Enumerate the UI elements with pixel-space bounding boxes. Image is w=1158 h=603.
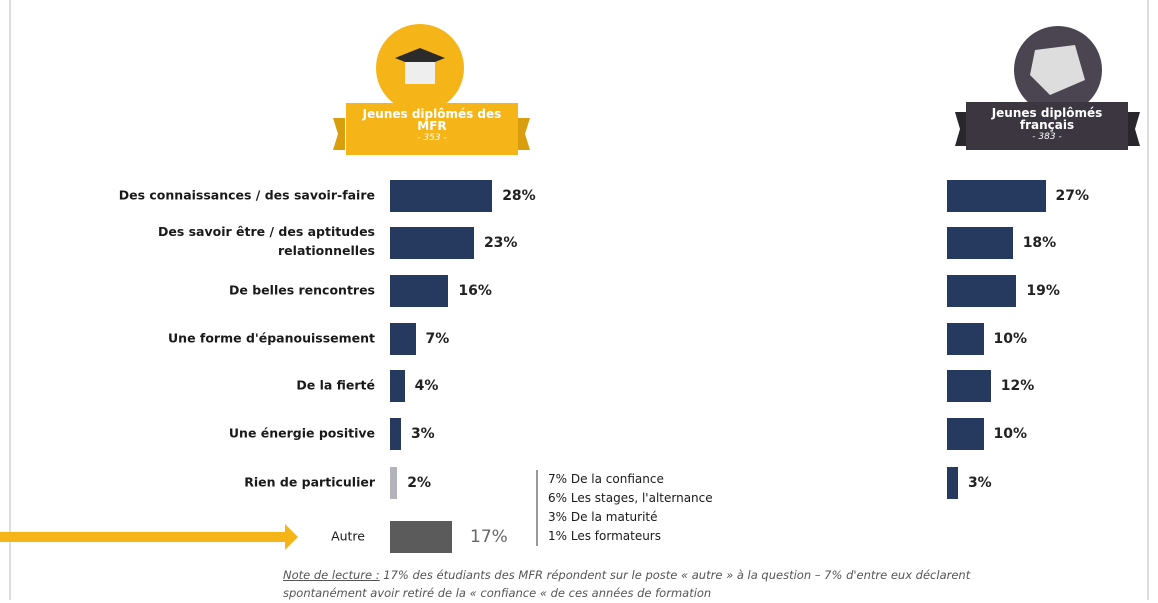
bar — [947, 418, 984, 450]
bar — [947, 180, 1046, 212]
bar — [947, 467, 958, 499]
bar — [947, 275, 1017, 307]
value-label: 17% — [470, 527, 508, 547]
category-label: Des savoir être / des aptitudes relation… — [157, 224, 375, 259]
value-label: 19% — [1026, 283, 1060, 299]
bar — [947, 323, 984, 355]
legend-label: Jeunes diplômés français — [991, 106, 1103, 132]
value-label: 10% — [993, 426, 1028, 442]
category-label: Une énergie positive — [228, 425, 375, 441]
bar — [390, 227, 474, 259]
annotation: 6% Les stages, l'alternance — [548, 491, 713, 505]
bar — [390, 521, 453, 553]
ribbon — [333, 118, 345, 150]
bar — [390, 180, 493, 212]
ribbon — [1128, 112, 1140, 146]
value-label: 10% — [993, 331, 1028, 347]
map — [1030, 45, 1085, 95]
value-label: 16% — [458, 283, 492, 299]
value-label: 4% — [414, 378, 439, 394]
category-label: De la fierté — [296, 377, 375, 393]
value-label: 7% — [425, 331, 450, 347]
bar — [390, 418, 401, 450]
bar — [947, 227, 1013, 259]
value-label: 12% — [1000, 378, 1035, 394]
ribbon — [955, 112, 966, 146]
annotation: 3% De la maturité — [548, 510, 658, 524]
ribbon — [518, 118, 530, 150]
annotation: 7% De la confiance — [548, 472, 664, 486]
series-header: Jeunes diplômés des MFR - 353 - — [346, 103, 518, 155]
bar — [390, 467, 398, 499]
bar — [390, 323, 416, 355]
category-label: Des connaissances / des savoir-faire — [118, 187, 375, 203]
value-label: 3% — [410, 426, 435, 442]
category-label: Autre — [331, 528, 365, 544]
series-header: Jeunes diplômés français - 383 - — [966, 102, 1128, 150]
note-text: 17% des étudiants des MFR répondent sur … — [283, 568, 971, 600]
diploma — [405, 62, 435, 84]
sample-size: - 383 - — [1032, 132, 1062, 142]
value-label: 3% — [967, 475, 992, 491]
value-label: 18% — [1022, 235, 1057, 251]
value-label: 23% — [483, 235, 518, 251]
bar — [947, 370, 991, 402]
bar — [390, 370, 405, 402]
note-lead: Note de lecture : — [283, 568, 380, 582]
note: Note de lecture : 17% des étudiants des … — [283, 566, 983, 602]
legend-label: Jeunes diplômés des MFR — [362, 107, 502, 133]
bar — [390, 275, 449, 307]
value-label: 28% — [502, 188, 536, 204]
sample-size: - 353 - — [417, 133, 447, 143]
value-label: 27% — [1055, 188, 1090, 204]
arrow — [0, 524, 298, 550]
category-label: De belles rencontres — [229, 282, 375, 298]
category-label: Rien de particulier — [244, 474, 375, 490]
annotation: 1% Les formateurs — [548, 529, 661, 543]
value-label: 2% — [407, 475, 432, 491]
category-label: Une forme d'épanouissement — [168, 330, 375, 346]
